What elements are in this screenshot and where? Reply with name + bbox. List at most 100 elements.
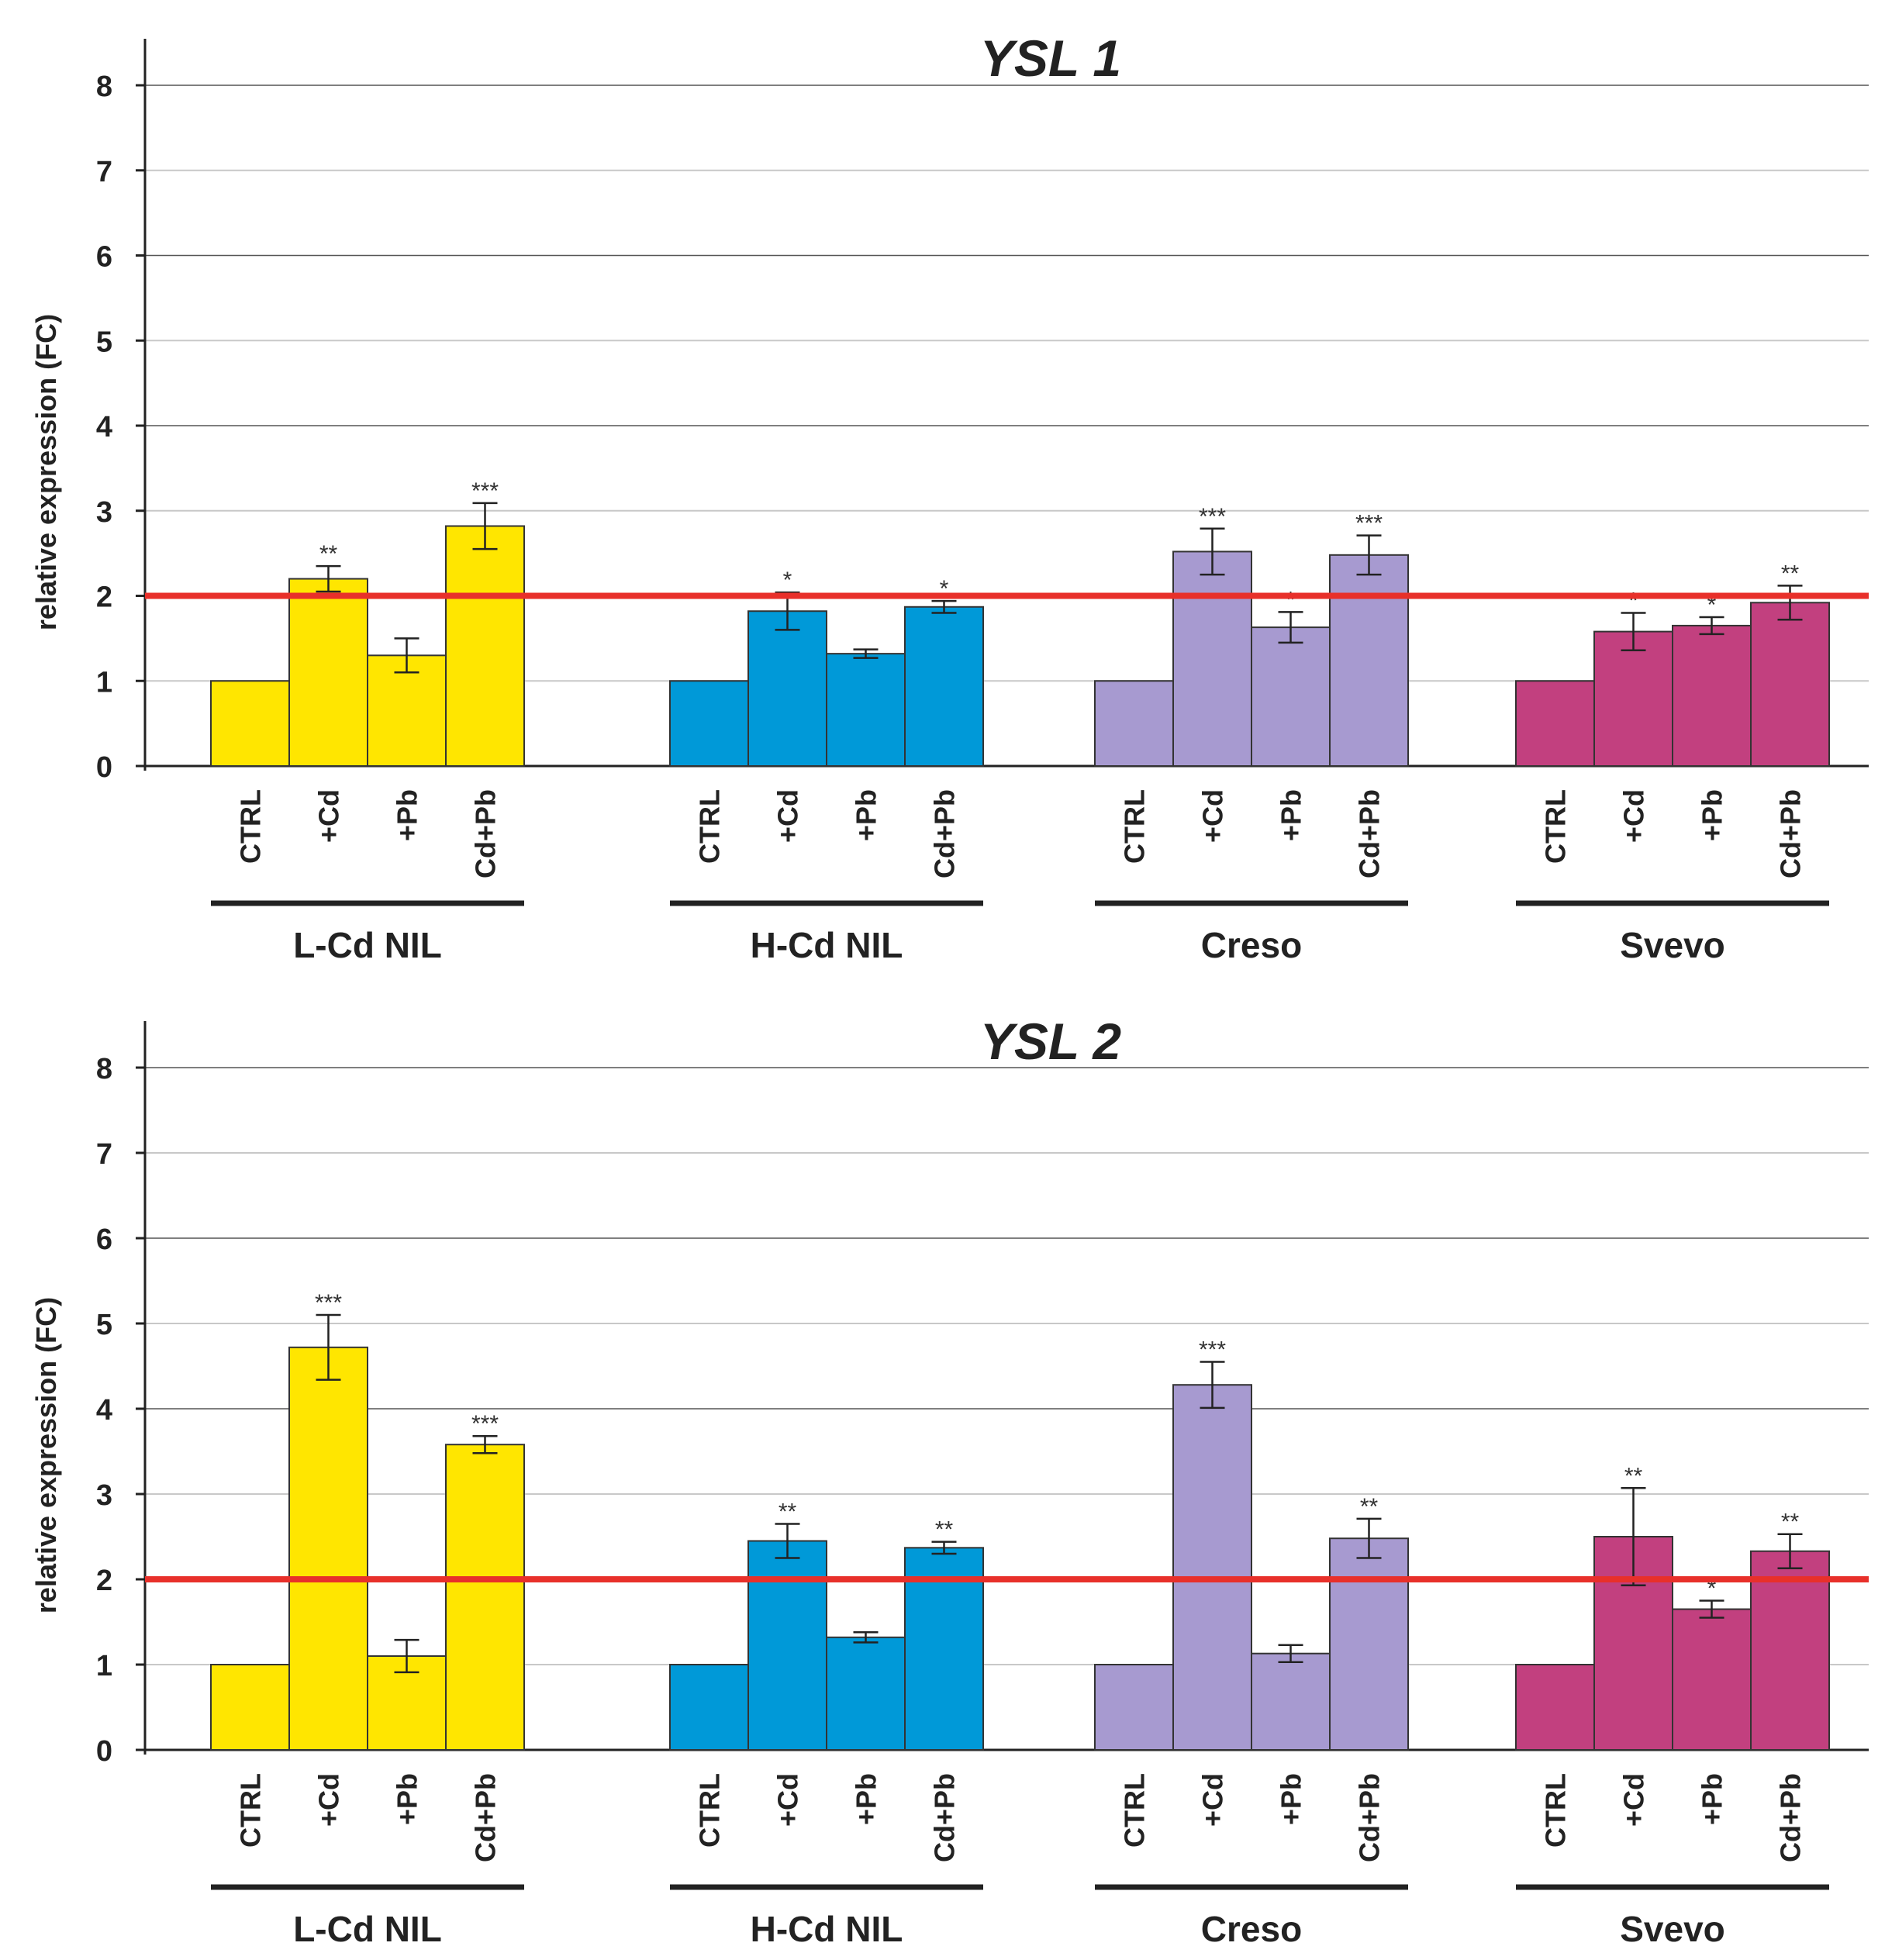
bar: [1515, 1664, 1595, 1751]
group-label: L-Cd NIL: [293, 925, 442, 965]
x-tick-label: CTRL: [1540, 789, 1572, 864]
y-tick-label: 5: [96, 1309, 112, 1341]
x-tick-label: CTRL: [1119, 1773, 1151, 1848]
significance-label: **: [935, 1517, 954, 1543]
group-label: Creso: [1201, 925, 1302, 965]
significance-label: ***: [471, 478, 499, 504]
x-tick-label: Cd+Pb: [1775, 789, 1807, 878]
x-tick-label: +Cd: [1197, 1773, 1229, 1827]
y-tick-label: 8: [96, 1053, 112, 1085]
group-label: Creso: [1201, 1909, 1302, 1949]
y-tick-label: 5: [96, 326, 112, 358]
x-tick-label: Cd+Pb: [470, 1773, 502, 1862]
bar: [1672, 624, 1752, 767]
y-tick-label: 2: [96, 1565, 112, 1597]
x-tick-label: Cd+Pb: [929, 789, 961, 878]
bar: [210, 680, 290, 767]
y-tick-label: 8: [96, 71, 112, 103]
significance-label: *: [1286, 587, 1296, 612]
significance-label: ***: [1199, 504, 1226, 530]
bar: [1329, 554, 1409, 767]
x-tick-label: CTRL: [1119, 789, 1151, 864]
bar: [1094, 680, 1174, 767]
significance-label: **: [1781, 561, 1800, 586]
x-tick-label: Cd+Pb: [1354, 789, 1386, 878]
y-axis-label: relative expression (FC): [30, 314, 62, 630]
x-tick-label: +Pb: [1697, 789, 1728, 841]
significance-label: *: [1629, 588, 1638, 613]
bar: [826, 653, 906, 767]
x-tick-label: CTRL: [235, 1773, 267, 1848]
y-tick-label: 7: [96, 1138, 112, 1171]
x-tick-label: +Cd: [772, 1773, 804, 1827]
bar: [747, 1540, 827, 1751]
x-tick-label: +Cd: [313, 789, 345, 843]
y-tick-label: 0: [96, 751, 112, 784]
group-label: Svevo: [1620, 925, 1725, 965]
bar: [669, 680, 749, 767]
bar: [445, 525, 525, 767]
y-tick-label: 7: [96, 156, 112, 188]
bar: [1251, 1652, 1331, 1751]
y-tick-label: 4: [96, 411, 112, 443]
y-tick-label: 0: [96, 1735, 112, 1768]
y-tick-label: 1: [96, 666, 112, 699]
bar: [904, 606, 984, 768]
group-label: Svevo: [1620, 1909, 1725, 1949]
chart-title: YSL 1: [980, 29, 1121, 87]
chart-title: YSL 2: [980, 1013, 1122, 1070]
y-tick-label: 1: [96, 1650, 112, 1682]
x-tick-label: +Pb: [1276, 789, 1307, 841]
significance-label: ***: [471, 1411, 499, 1437]
significance-label: **: [1360, 1494, 1379, 1520]
significance-label: **: [319, 541, 338, 567]
significance-label: ***: [1199, 1337, 1226, 1363]
group-label: H-Cd NIL: [751, 925, 903, 965]
chart-panel-1: 0 1 2 3 4 5 6 7 8 relative expression (FC) YSL 1 CT…: [30, 29, 1869, 965]
x-tick-label: +Pb: [851, 1773, 882, 1825]
bar: [288, 578, 368, 767]
bar: [288, 1346, 368, 1751]
x-tick-label: +Pb: [1276, 1773, 1307, 1825]
bar: [1593, 630, 1673, 767]
significance-label: ***: [1355, 511, 1383, 537]
x-tick-label: +Cd: [772, 789, 804, 843]
y-tick-label: 2: [96, 581, 112, 614]
x-tick-label: Cd+Pb: [470, 789, 502, 878]
bar: [1329, 1537, 1409, 1751]
y-axis-label: relative expression (FC): [30, 1297, 62, 1613]
bar: [1750, 602, 1830, 768]
x-tick-label: Cd+Pb: [929, 1773, 961, 1862]
significance-label: ***: [315, 1290, 342, 1316]
x-tick-label: +Cd: [1618, 789, 1650, 843]
x-tick-label: +Pb: [392, 789, 423, 841]
bar: [1672, 1608, 1752, 1751]
bar: [669, 1664, 749, 1751]
bar: [1172, 1384, 1252, 1751]
bar: [210, 1664, 290, 1751]
significance-label: **: [1624, 1463, 1643, 1489]
bar: [826, 1636, 906, 1751]
bar: [1094, 1664, 1174, 1751]
chart-panel-2: 0 1 2 3 4 5 6 7 8 relative expression (FC) YSL 2 CT…: [30, 1013, 1869, 1949]
x-tick-label: CTRL: [694, 1773, 726, 1848]
x-tick-label: +Cd: [1618, 1773, 1650, 1827]
bar: [747, 610, 827, 767]
x-tick-label: CTRL: [694, 789, 726, 864]
bar: [445, 1444, 525, 1751]
y-tick-label: 3: [96, 496, 112, 529]
x-tick-label: +Pb: [392, 1773, 423, 1825]
x-tick-label: CTRL: [1540, 1773, 1572, 1848]
group-label: H-Cd NIL: [751, 1909, 903, 1949]
bar: [1251, 626, 1331, 767]
group-label: L-Cd NIL: [293, 1909, 442, 1949]
bar: [367, 654, 447, 768]
x-tick-label: Cd+Pb: [1775, 1773, 1807, 1862]
x-tick-label: +Cd: [313, 1773, 345, 1827]
y-tick-label: 3: [96, 1479, 112, 1512]
significance-label: *: [783, 568, 792, 593]
bar: [1750, 1550, 1830, 1751]
y-tick-label: 4: [96, 1394, 112, 1427]
x-tick-label: +Pb: [1697, 1773, 1728, 1825]
